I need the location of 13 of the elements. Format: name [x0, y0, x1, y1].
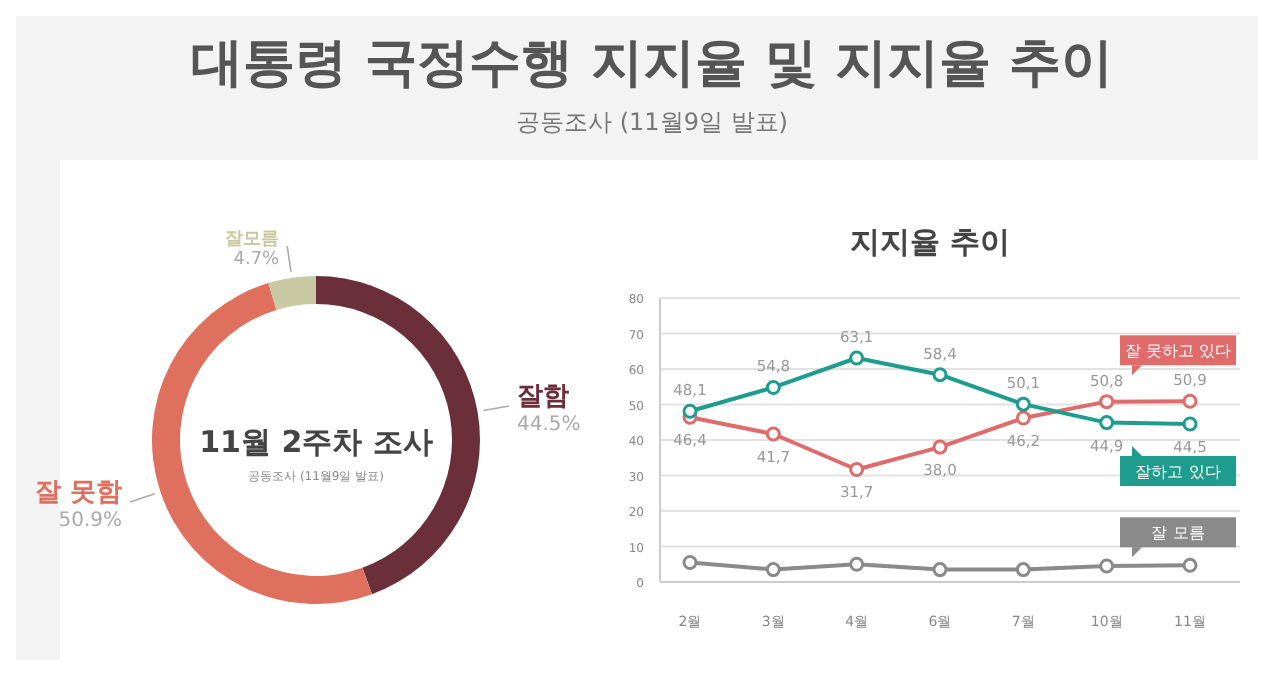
slice-label: 잘모름: [225, 230, 280, 251]
data-label: 50.9%: [58, 509, 123, 532]
data-label: 4.7%: [233, 250, 281, 271]
text: 공동조사 (11월9일 발표): [516, 108, 788, 136]
slice-label: 잘 못함: [34, 477, 123, 508]
text: 11월 2주차 조사: [199, 424, 433, 460]
chart-title: 대통령 국정수행 지지율 및 지지율 추이: [190, 34, 1114, 94]
series-label: 잘 모름: [1151, 524, 1205, 543]
text: 잘 못하고 있다: [1124, 342, 1232, 361]
chart-title: 지지율 추이: [849, 224, 1011, 260]
legend-label: 잘하고 있다: [1135, 463, 1221, 482]
slice-label: 잘함: [517, 382, 570, 413]
data-label: 44.5%: [517, 414, 581, 437]
